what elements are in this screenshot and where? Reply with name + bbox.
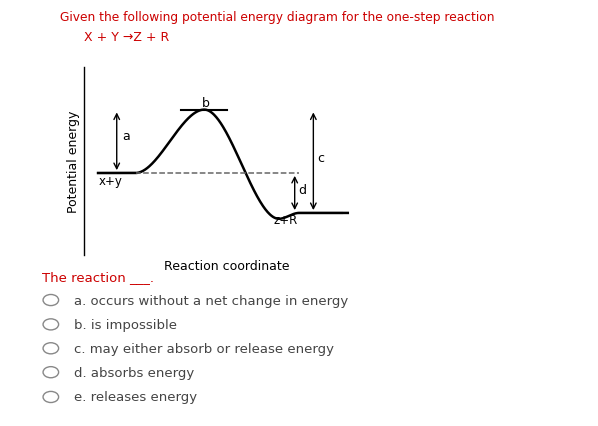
Text: c. may either absorb or release energy: c. may either absorb or release energy: [74, 342, 334, 355]
Text: z+R: z+R: [273, 214, 297, 227]
Text: b. is impossible: b. is impossible: [74, 318, 176, 331]
Text: d. absorbs energy: d. absorbs energy: [74, 366, 194, 379]
Text: b: b: [202, 97, 209, 110]
Text: The reaction ___.: The reaction ___.: [42, 271, 154, 283]
Text: x+y: x+y: [99, 174, 123, 187]
Text: X + Y →Z + R: X + Y →Z + R: [84, 31, 169, 43]
Text: c: c: [317, 152, 324, 165]
Y-axis label: Potential energy: Potential energy: [66, 111, 80, 213]
Text: Given the following potential energy diagram for the one-step reaction: Given the following potential energy dia…: [60, 11, 495, 23]
Text: a: a: [122, 130, 130, 143]
X-axis label: Reaction coordinate: Reaction coordinate: [164, 260, 290, 273]
Text: d: d: [298, 184, 306, 196]
Text: a. occurs without a net change in energy: a. occurs without a net change in energy: [74, 294, 348, 307]
Text: e. releases energy: e. releases energy: [74, 391, 197, 403]
